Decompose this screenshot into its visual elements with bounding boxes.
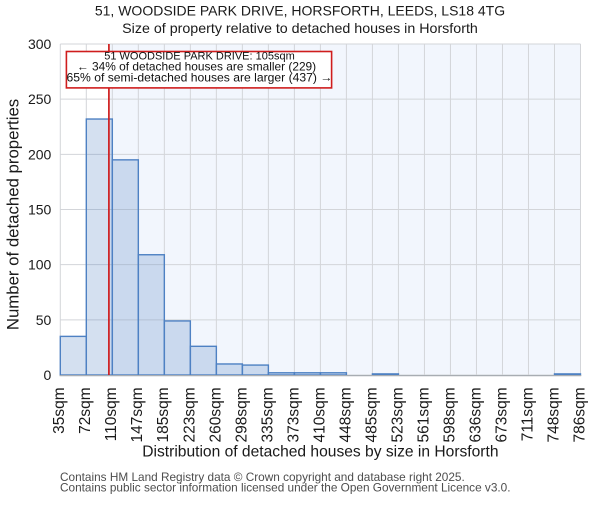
svg-text:673sqm: 673sqm: [493, 387, 510, 442]
svg-text:786sqm: 786sqm: [571, 387, 588, 442]
svg-text:711sqm: 711sqm: [519, 387, 536, 441]
svg-text:300: 300: [28, 36, 52, 52]
svg-text:Distribution of detached house: Distribution of detached houses by size …: [142, 444, 498, 461]
svg-text:561sqm: 561sqm: [415, 387, 432, 442]
svg-text:65% of semi-detached houses ar: 65% of semi-detached houses are larger (…: [67, 71, 333, 85]
svg-text:523sqm: 523sqm: [389, 387, 406, 442]
svg-text:Contains HM Land Registry data: Contains HM Land Registry data © Crown c…: [60, 470, 465, 484]
svg-text:0: 0: [44, 367, 52, 383]
svg-text:35sqm: 35sqm: [51, 387, 68, 434]
svg-text:260sqm: 260sqm: [207, 387, 224, 442]
svg-text:51 WOODSIDE PARK DRIVE: 105sqm: 51 WOODSIDE PARK DRIVE: 105sqm: [104, 51, 295, 63]
svg-text:250: 250: [28, 91, 52, 107]
svg-text:← 34% of detached houses are s: ← 34% of detached houses are smaller (22…: [77, 60, 316, 74]
svg-text:51, WOODSIDE PARK DRIVE, HORSF: 51, WOODSIDE PARK DRIVE, HORSFORTH, LEED…: [95, 3, 505, 19]
svg-text:598sqm: 598sqm: [441, 387, 458, 442]
svg-text:636sqm: 636sqm: [467, 387, 484, 442]
svg-text:448sqm: 448sqm: [337, 387, 354, 442]
svg-text:185sqm: 185sqm: [155, 387, 172, 442]
svg-text:Number of detached properties: Number of detached properties: [4, 99, 23, 330]
svg-text:298sqm: 298sqm: [233, 387, 250, 442]
svg-text:485sqm: 485sqm: [363, 387, 380, 442]
svg-text:147sqm: 147sqm: [129, 387, 146, 442]
svg-text:100: 100: [28, 257, 52, 273]
svg-text:110sqm: 110sqm: [103, 387, 120, 441]
svg-text:373sqm: 373sqm: [285, 387, 302, 442]
svg-text:223sqm: 223sqm: [181, 387, 198, 442]
svg-text:150: 150: [28, 202, 52, 218]
svg-text:Contains public sector informa: Contains public sector information licen…: [60, 480, 511, 494]
svg-text:748sqm: 748sqm: [545, 387, 562, 442]
svg-text:Size of property relative to d: Size of property relative to detached ho…: [122, 21, 478, 37]
svg-text:72sqm: 72sqm: [77, 387, 94, 434]
svg-text:335sqm: 335sqm: [259, 387, 276, 442]
svg-text:50: 50: [36, 312, 52, 328]
svg-text:200: 200: [28, 146, 52, 162]
svg-text:410sqm: 410sqm: [311, 387, 328, 442]
